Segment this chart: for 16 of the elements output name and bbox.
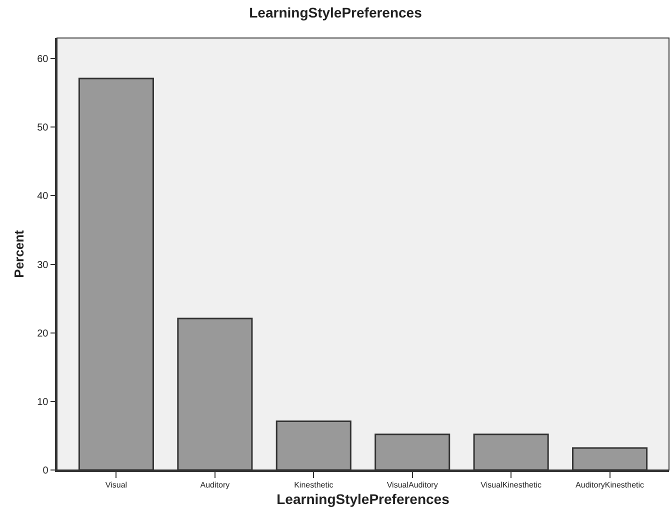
- y-tick-label: 50: [37, 122, 49, 134]
- y-axis-title: Percent: [12, 229, 27, 278]
- x-tick-label: Auditory: [200, 480, 230, 490]
- y-tick-label: 0: [42, 466, 49, 476]
- y-tick-label: 60: [37, 54, 49, 66]
- y-tick-label: 20: [37, 328, 49, 340]
- x-tick-label: Visual: [105, 480, 128, 490]
- y-tick-label: 40: [37, 191, 49, 202]
- y-tick-label: 10: [37, 396, 49, 408]
- y-tick-label: 30: [37, 260, 49, 271]
- x-tick-label: VisualKinesthetic: [480, 480, 542, 490]
- x-axis-title: LearningStylePreferences: [276, 491, 450, 508]
- x-tick-label: AuditoryKinesthetic: [576, 480, 644, 490]
- x-tick-label: Kinesthetic: [294, 480, 334, 490]
- chart-title: LearningStylePreferences: [249, 4, 422, 21]
- x-tick-label: VisualAuditory: [386, 480, 438, 490]
